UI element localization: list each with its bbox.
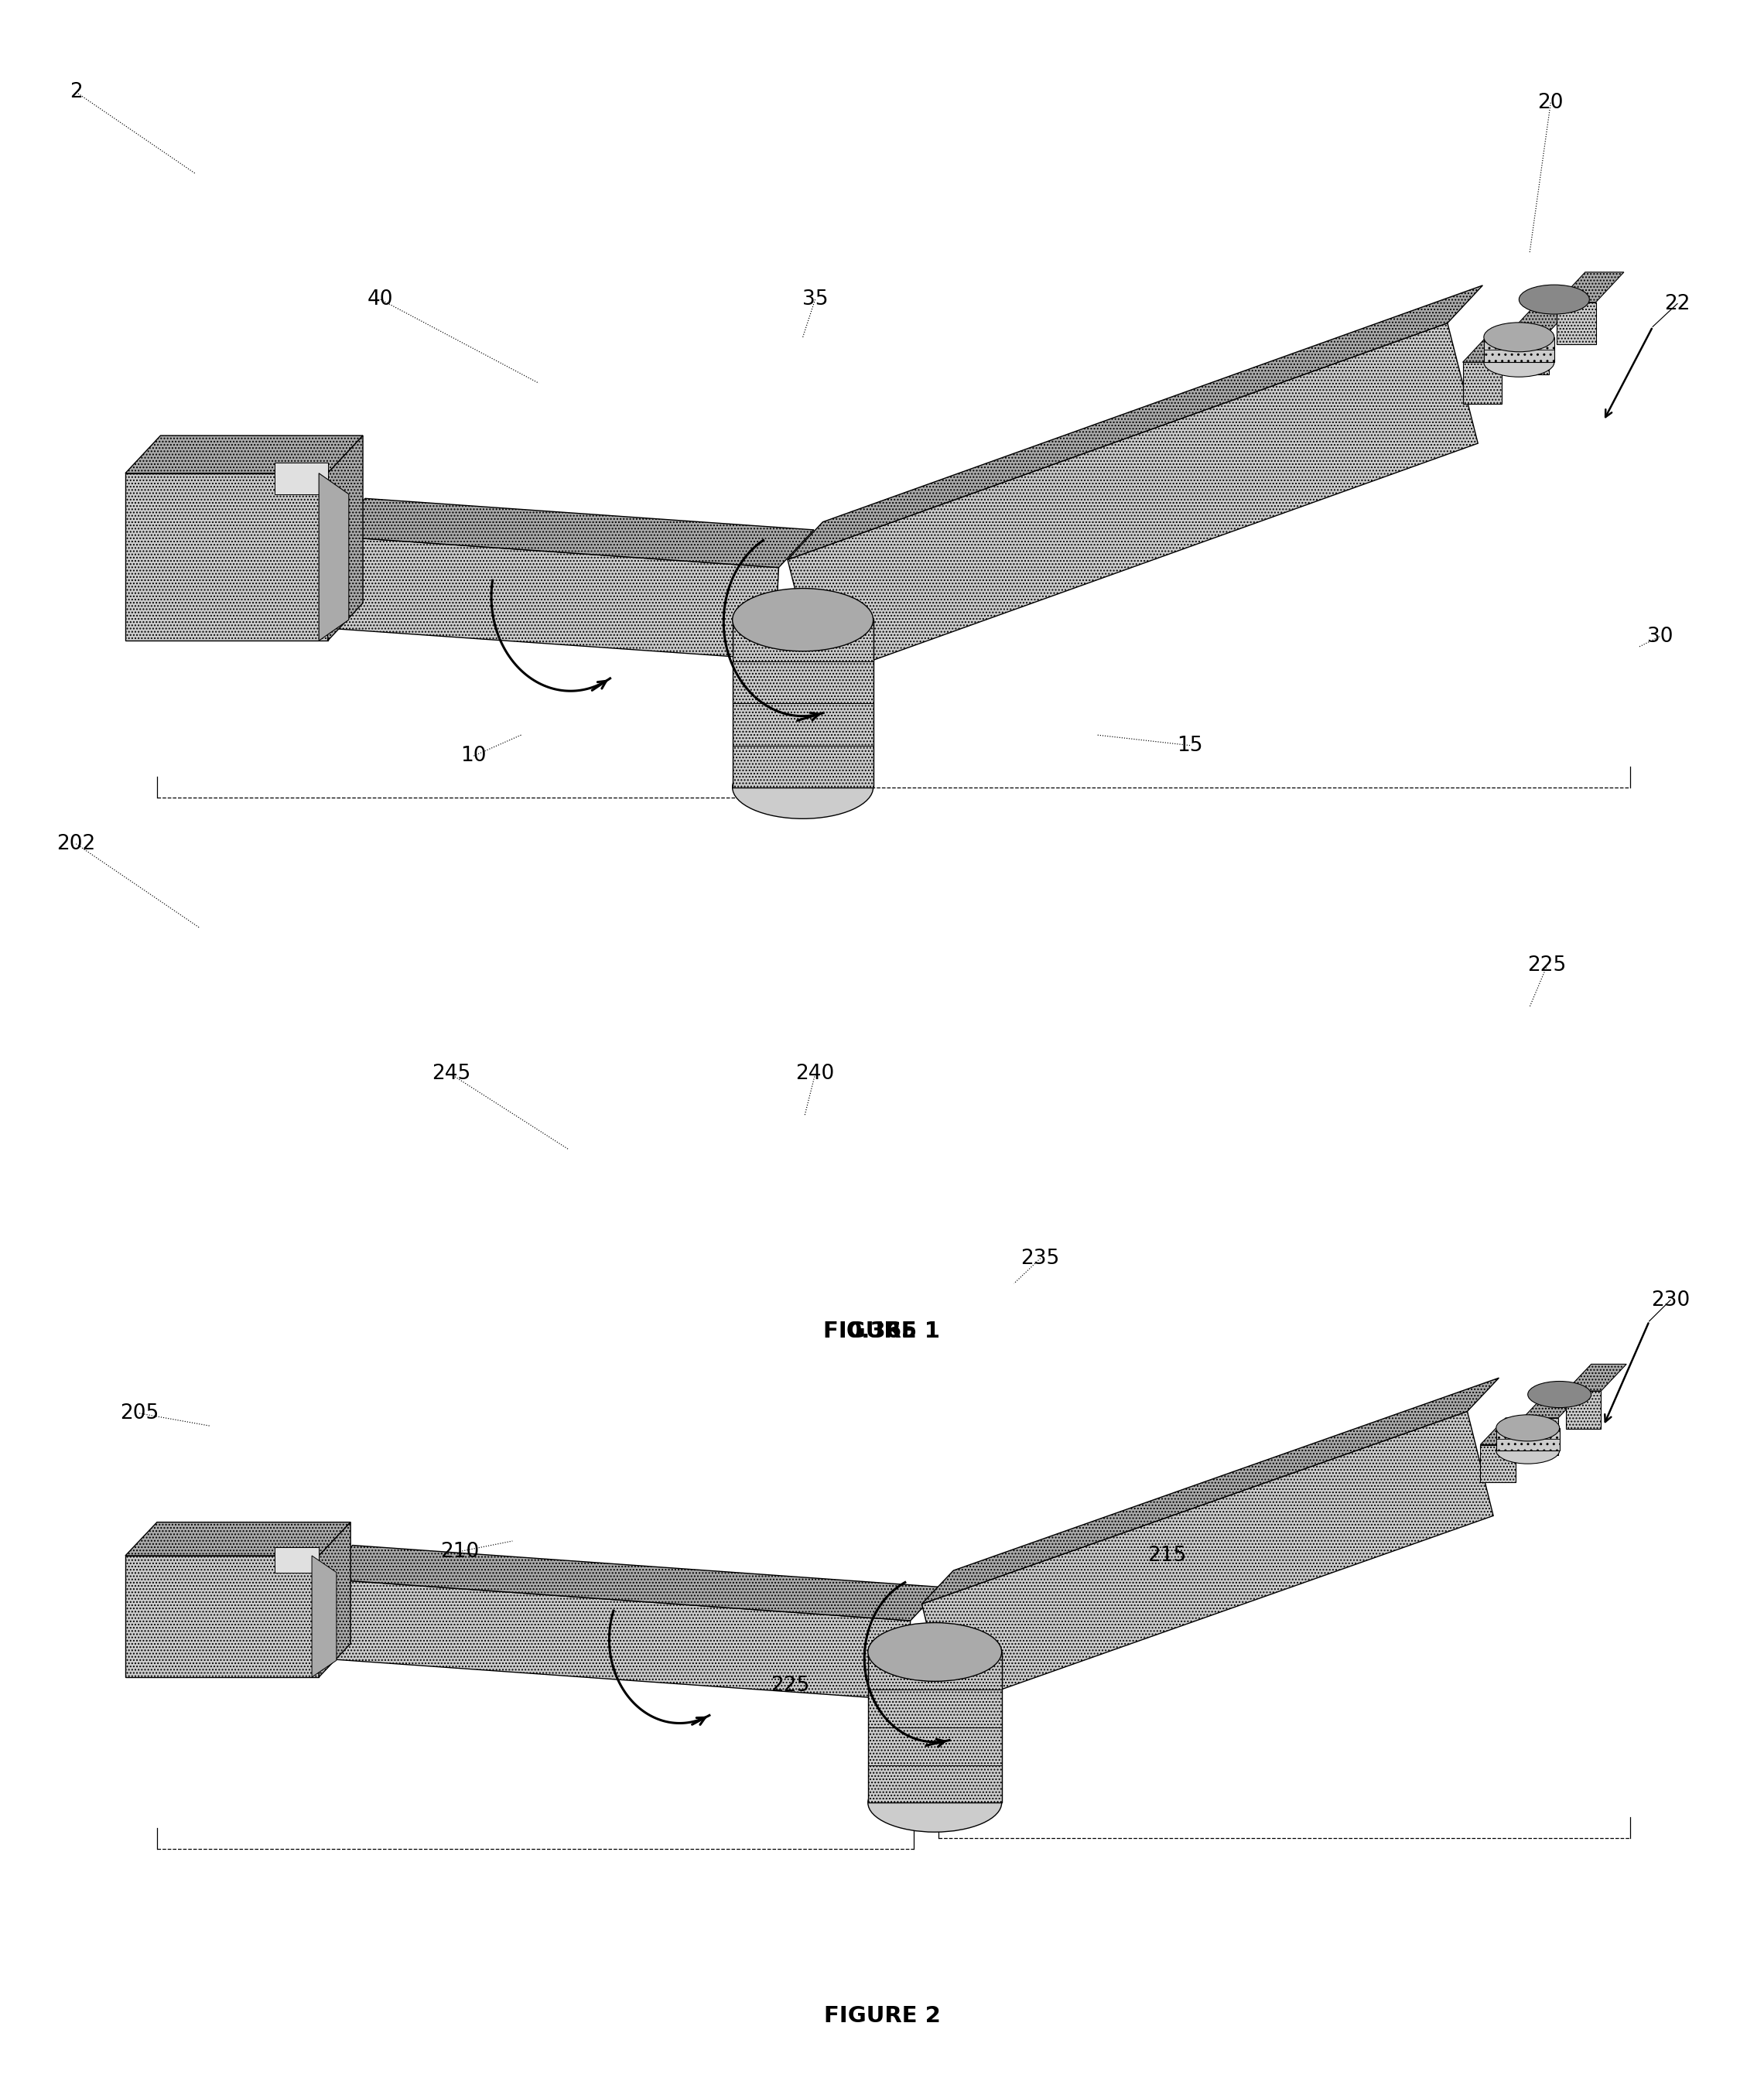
Text: 22: 22 — [1665, 294, 1690, 315]
Polygon shape — [732, 619, 873, 787]
Polygon shape — [125, 436, 363, 474]
Text: 225: 225 — [1528, 955, 1566, 976]
Ellipse shape — [1496, 1414, 1559, 1441]
Polygon shape — [325, 537, 778, 659]
Ellipse shape — [732, 587, 873, 650]
Polygon shape — [1522, 1418, 1558, 1456]
Text: 25: 25 — [781, 759, 806, 780]
Text: 210: 210 — [441, 1542, 480, 1561]
Text: 20: 20 — [1538, 92, 1563, 113]
Ellipse shape — [1528, 1380, 1591, 1408]
Ellipse shape — [868, 1622, 1002, 1680]
Polygon shape — [923, 1412, 1494, 1708]
Polygon shape — [1462, 363, 1501, 405]
Polygon shape — [1496, 1429, 1559, 1450]
Polygon shape — [1480, 1446, 1515, 1483]
Polygon shape — [319, 1523, 351, 1676]
Ellipse shape — [1519, 285, 1589, 315]
Polygon shape — [868, 1651, 1002, 1802]
Text: 240: 240 — [796, 1064, 834, 1085]
Text: FIGURE 1: FIGURE 1 — [824, 1322, 940, 1343]
Polygon shape — [1510, 302, 1577, 331]
Polygon shape — [1462, 331, 1529, 363]
Text: FIGURE 2: FIGURE 2 — [824, 2006, 940, 2027]
Polygon shape — [1510, 331, 1549, 373]
Text: 2: 2 — [69, 82, 83, 103]
Polygon shape — [275, 464, 328, 495]
Polygon shape — [330, 499, 813, 569]
Text: 40: 40 — [367, 290, 393, 311]
Text: 202: 202 — [56, 833, 95, 854]
Ellipse shape — [1484, 348, 1554, 378]
Text: 10: 10 — [460, 745, 487, 766]
Polygon shape — [787, 323, 1478, 680]
Polygon shape — [787, 285, 1484, 560]
Text: 15: 15 — [1177, 736, 1203, 755]
Polygon shape — [321, 1546, 942, 1620]
Polygon shape — [1558, 273, 1625, 302]
Polygon shape — [125, 474, 328, 640]
Polygon shape — [1558, 302, 1596, 344]
Text: 245: 245 — [432, 1064, 471, 1085]
Polygon shape — [328, 436, 363, 640]
Polygon shape — [275, 1548, 319, 1571]
Polygon shape — [312, 1557, 337, 1676]
Polygon shape — [125, 1557, 319, 1676]
Text: 35: 35 — [803, 290, 827, 311]
Text: 30: 30 — [1648, 627, 1672, 646]
Ellipse shape — [868, 1773, 1002, 1832]
Polygon shape — [1484, 338, 1554, 363]
Text: 235: 235 — [1021, 1248, 1060, 1269]
Text: 0.365: 0.365 — [847, 1322, 917, 1343]
Polygon shape — [1522, 1391, 1584, 1418]
Text: 205: 205 — [120, 1404, 159, 1422]
Text: 230: 230 — [1651, 1290, 1690, 1311]
Text: 225: 225 — [771, 1676, 810, 1695]
Polygon shape — [1566, 1364, 1626, 1391]
Ellipse shape — [1496, 1437, 1559, 1464]
Polygon shape — [318, 1580, 910, 1699]
Polygon shape — [125, 1523, 351, 1557]
Ellipse shape — [732, 755, 873, 818]
Polygon shape — [1566, 1391, 1602, 1429]
Text: 215: 215 — [1148, 1546, 1187, 1565]
Polygon shape — [1480, 1418, 1540, 1446]
Polygon shape — [319, 474, 349, 640]
Text: 5: 5 — [132, 566, 146, 585]
Ellipse shape — [1484, 323, 1554, 352]
Polygon shape — [923, 1378, 1499, 1605]
